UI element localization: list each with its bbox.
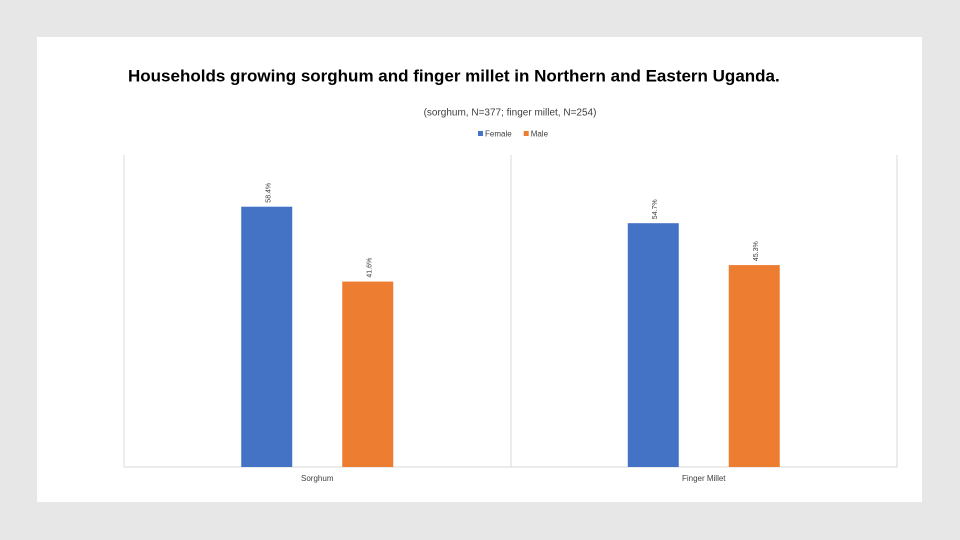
bar — [342, 281, 394, 467]
chart-title: Households growing sorghum and finger mi… — [128, 66, 780, 85]
bar — [241, 206, 293, 467]
legend-label: Female — [485, 130, 512, 139]
legend-label: Male — [531, 130, 549, 139]
data-label: 45.3% — [753, 241, 760, 261]
chart-subtitle: (sorghum, N=377; finger millet, N=254) — [424, 108, 597, 119]
x-tick-label: Finger Millet — [682, 474, 726, 483]
legend-swatch — [478, 131, 483, 136]
data-label: 58.4% — [266, 183, 273, 203]
x-tick-label: Sorghum — [301, 474, 334, 483]
legend-swatch — [523, 131, 529, 136]
data-label: 41.6% — [367, 258, 374, 278]
bar — [728, 265, 780, 467]
data-label: 54.7% — [652, 199, 659, 219]
bar — [627, 223, 679, 467]
